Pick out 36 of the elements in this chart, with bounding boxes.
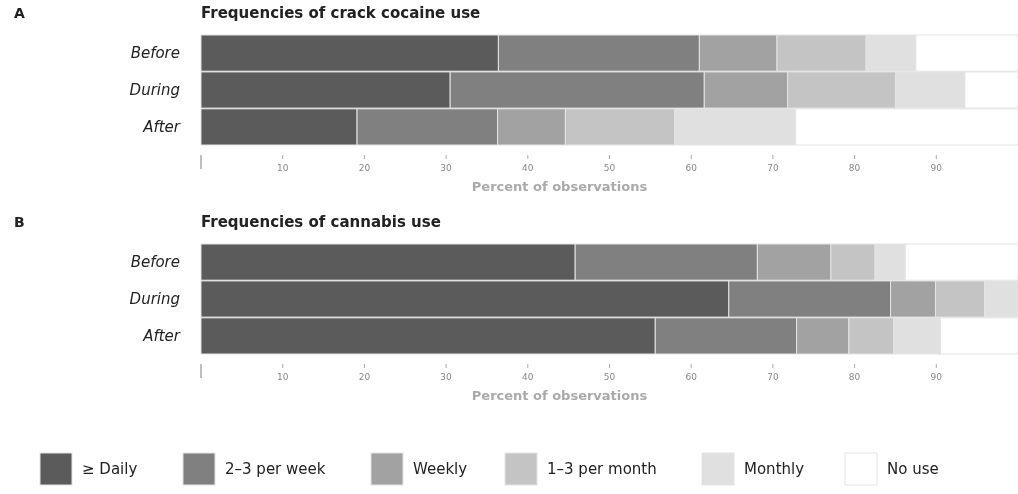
legend-label: 2–3 per week [225,460,326,479]
legend-label: Monthly [744,460,805,479]
x-tick-label: 30 [440,372,453,382]
y-tick-label: After [142,118,181,137]
x-tick-label: 50 [603,372,616,382]
y-tick-label: After [142,327,181,346]
x-tick-label: 90 [930,372,943,382]
x-tick-label: 20 [358,372,371,382]
x-tick-label: 20 [358,163,371,173]
x-axis-title: Percent of observations [471,388,648,403]
x-axis-title: Percent of observations [471,179,648,194]
x-tick-label: 10 [276,163,289,173]
x-tick-label: 10 [276,372,289,382]
legend-label: No use [887,460,939,479]
chart-title: Frequencies of cannabis use [201,213,441,231]
text: B [14,214,25,230]
legend-label: ≥ Daily [82,460,138,479]
chart-title: Frequencies of crack cocaine use [201,4,481,22]
x-tick-label: 40 [522,163,534,173]
x-tick-label: 70 [767,163,779,173]
y-tick-label: Before [130,253,180,272]
x-tick-label: 90 [930,163,943,173]
x-tick-label: 60 [685,372,698,382]
x-tick-label: 70 [767,372,779,382]
x-tick-label: 80 [848,372,861,382]
legend-label: Weekly [413,460,468,479]
x-tick-label: 80 [848,163,861,173]
text: A [14,5,25,21]
x-tick-label: 30 [440,163,453,173]
y-tick-label: Before [130,44,180,63]
x-tick-label: 40 [522,372,534,382]
y-tick-label: During [129,290,180,309]
x-tick-label: 60 [685,163,698,173]
legend-label: 1–3 per month [547,460,657,479]
x-tick-label: 50 [603,163,616,173]
y-tick-label: During [129,81,180,100]
